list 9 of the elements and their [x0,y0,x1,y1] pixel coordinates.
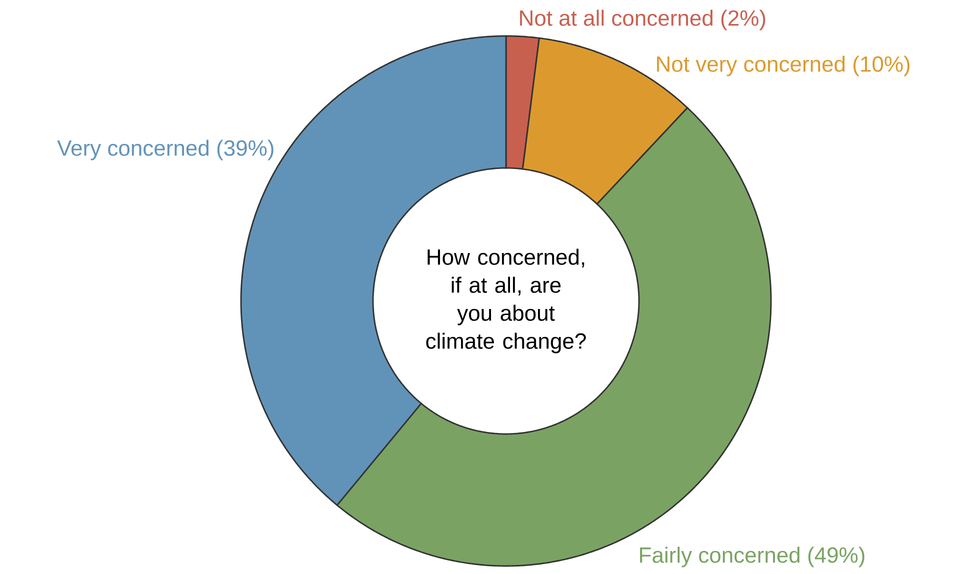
text: How concerned, if at all, are you about climate change? [426,248,586,354]
data-label: (49%) [808,546,864,568]
data-label: (10%) [853,56,910,76]
data-label: (39%) [217,140,274,160]
slice-label: Not very concerned [657,56,845,76]
slice-label: Not at all concerned [520,10,712,26]
slice-label: Very concerned [57,140,208,160]
slice-label: Fairly concerned [640,546,800,568]
data-label: (2%) [721,10,766,30]
